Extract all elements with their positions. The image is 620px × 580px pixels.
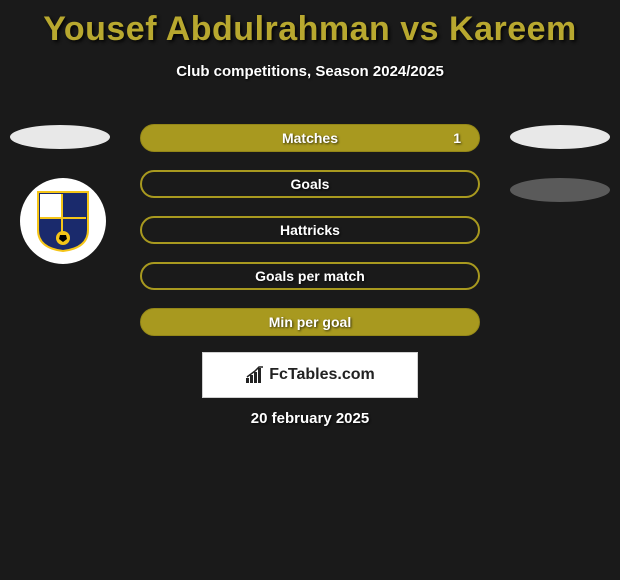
club-badge xyxy=(20,178,106,264)
stat-bar-min-per-goal: Min per goal xyxy=(140,308,480,336)
stat-bar-matches: Matches 1 xyxy=(140,124,480,152)
brand-text: FcTables.com xyxy=(269,366,375,384)
stat-label: Hattricks xyxy=(280,222,340,238)
stat-bar-goals-per-match: Goals per match xyxy=(140,262,480,290)
subtitle: Club competitions, Season 2024/2025 xyxy=(0,63,620,80)
stat-bar-hattricks: Hattricks xyxy=(140,216,480,244)
stat-label: Min per goal xyxy=(269,314,351,330)
date-text: 20 february 2025 xyxy=(0,410,620,427)
stat-label: Goals per match xyxy=(255,268,365,284)
brand-box: FcTables.com xyxy=(202,352,418,398)
player-right-placeholder-oval-2 xyxy=(510,178,610,202)
club-shield-icon xyxy=(36,190,90,252)
stat-label: Matches xyxy=(282,130,338,146)
chart-icon xyxy=(245,366,265,384)
player-right-placeholder-oval-1 xyxy=(510,125,610,149)
stat-label: Goals xyxy=(291,176,330,192)
page-title: Yousef Abdulrahman vs Kareem xyxy=(0,0,620,49)
stats-column: Matches 1 Goals Hattricks Goals per matc… xyxy=(140,124,480,354)
stat-bar-goals: Goals xyxy=(140,170,480,198)
stat-value: 1 xyxy=(453,130,461,146)
player-left-placeholder-oval xyxy=(10,125,110,149)
